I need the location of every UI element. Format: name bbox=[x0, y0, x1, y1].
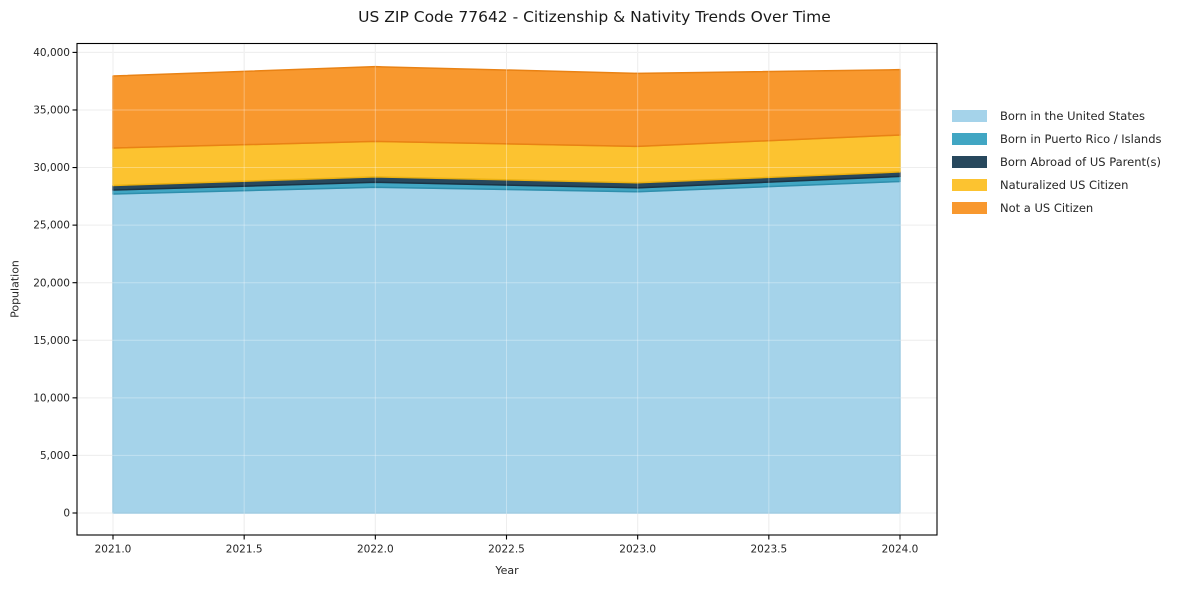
legend-item: Born in the United States bbox=[952, 107, 1162, 124]
y-tick-labels: 0 5,000 10,000 15,000 20,000 25,000 30,000 35,0… bbox=[33, 47, 70, 520]
legend-item: Born Abroad of US Parent(s) bbox=[952, 153, 1162, 170]
svg-text:5,000: 5,000 bbox=[40, 450, 70, 462]
svg-text:10,000: 10,000 bbox=[33, 392, 70, 404]
svg-text:2022.5: 2022.5 bbox=[488, 544, 525, 556]
svg-text:2021.0: 2021.0 bbox=[95, 544, 132, 556]
legend-swatch bbox=[952, 155, 987, 168]
legend-item: Naturalized US Citizen bbox=[952, 176, 1162, 193]
legend-swatch bbox=[952, 132, 987, 145]
svg-text:2023.0: 2023.0 bbox=[619, 544, 656, 556]
x-axis-label: Year bbox=[495, 564, 519, 577]
svg-text:2022.0: 2022.0 bbox=[357, 544, 394, 556]
legend-swatch bbox=[952, 109, 987, 122]
legend-item: Not a US Citizen bbox=[952, 199, 1162, 216]
legend-label: Not a US Citizen bbox=[1000, 200, 1094, 215]
svg-text:20,000: 20,000 bbox=[33, 277, 70, 289]
svg-text:25,000: 25,000 bbox=[33, 220, 70, 232]
legend-label: Born in Puerto Rico / Islands bbox=[1000, 131, 1162, 146]
legend-item: Born in Puerto Rico / Islands bbox=[952, 130, 1162, 147]
legend-label: Born Abroad of US Parent(s) bbox=[1000, 154, 1161, 169]
legend: Born in the United States Born in Puerto … bbox=[952, 107, 1162, 216]
legend-swatch bbox=[952, 178, 987, 191]
chart-title: US ZIP Code 77642 - Citizenship & Nativi… bbox=[358, 8, 831, 26]
area-series-4 bbox=[112, 65, 901, 149]
svg-text:15,000: 15,000 bbox=[33, 335, 70, 347]
svg-text:2021.5: 2021.5 bbox=[226, 544, 263, 556]
gridlines-over bbox=[77, 43, 937, 535]
tick-marks bbox=[72, 51, 901, 540]
legend-label: Born in the United States bbox=[1000, 108, 1145, 123]
svg-text:2024.0: 2024.0 bbox=[882, 544, 919, 556]
svg-text:35,000: 35,000 bbox=[33, 105, 70, 117]
svg-text:2023.5: 2023.5 bbox=[750, 544, 787, 556]
x-tick-labels: 2021.0 2021.5 2022.0 2022.5 2023.0 2023.5 2024… bbox=[95, 544, 919, 556]
svg-text:0: 0 bbox=[63, 508, 70, 520]
legend-swatch bbox=[952, 201, 987, 214]
svg-text:40,000: 40,000 bbox=[33, 47, 70, 59]
svg-text:30,000: 30,000 bbox=[33, 162, 70, 174]
y-axis-label: Population bbox=[8, 260, 22, 318]
legend-label: Naturalized US Citizen bbox=[1000, 177, 1129, 192]
